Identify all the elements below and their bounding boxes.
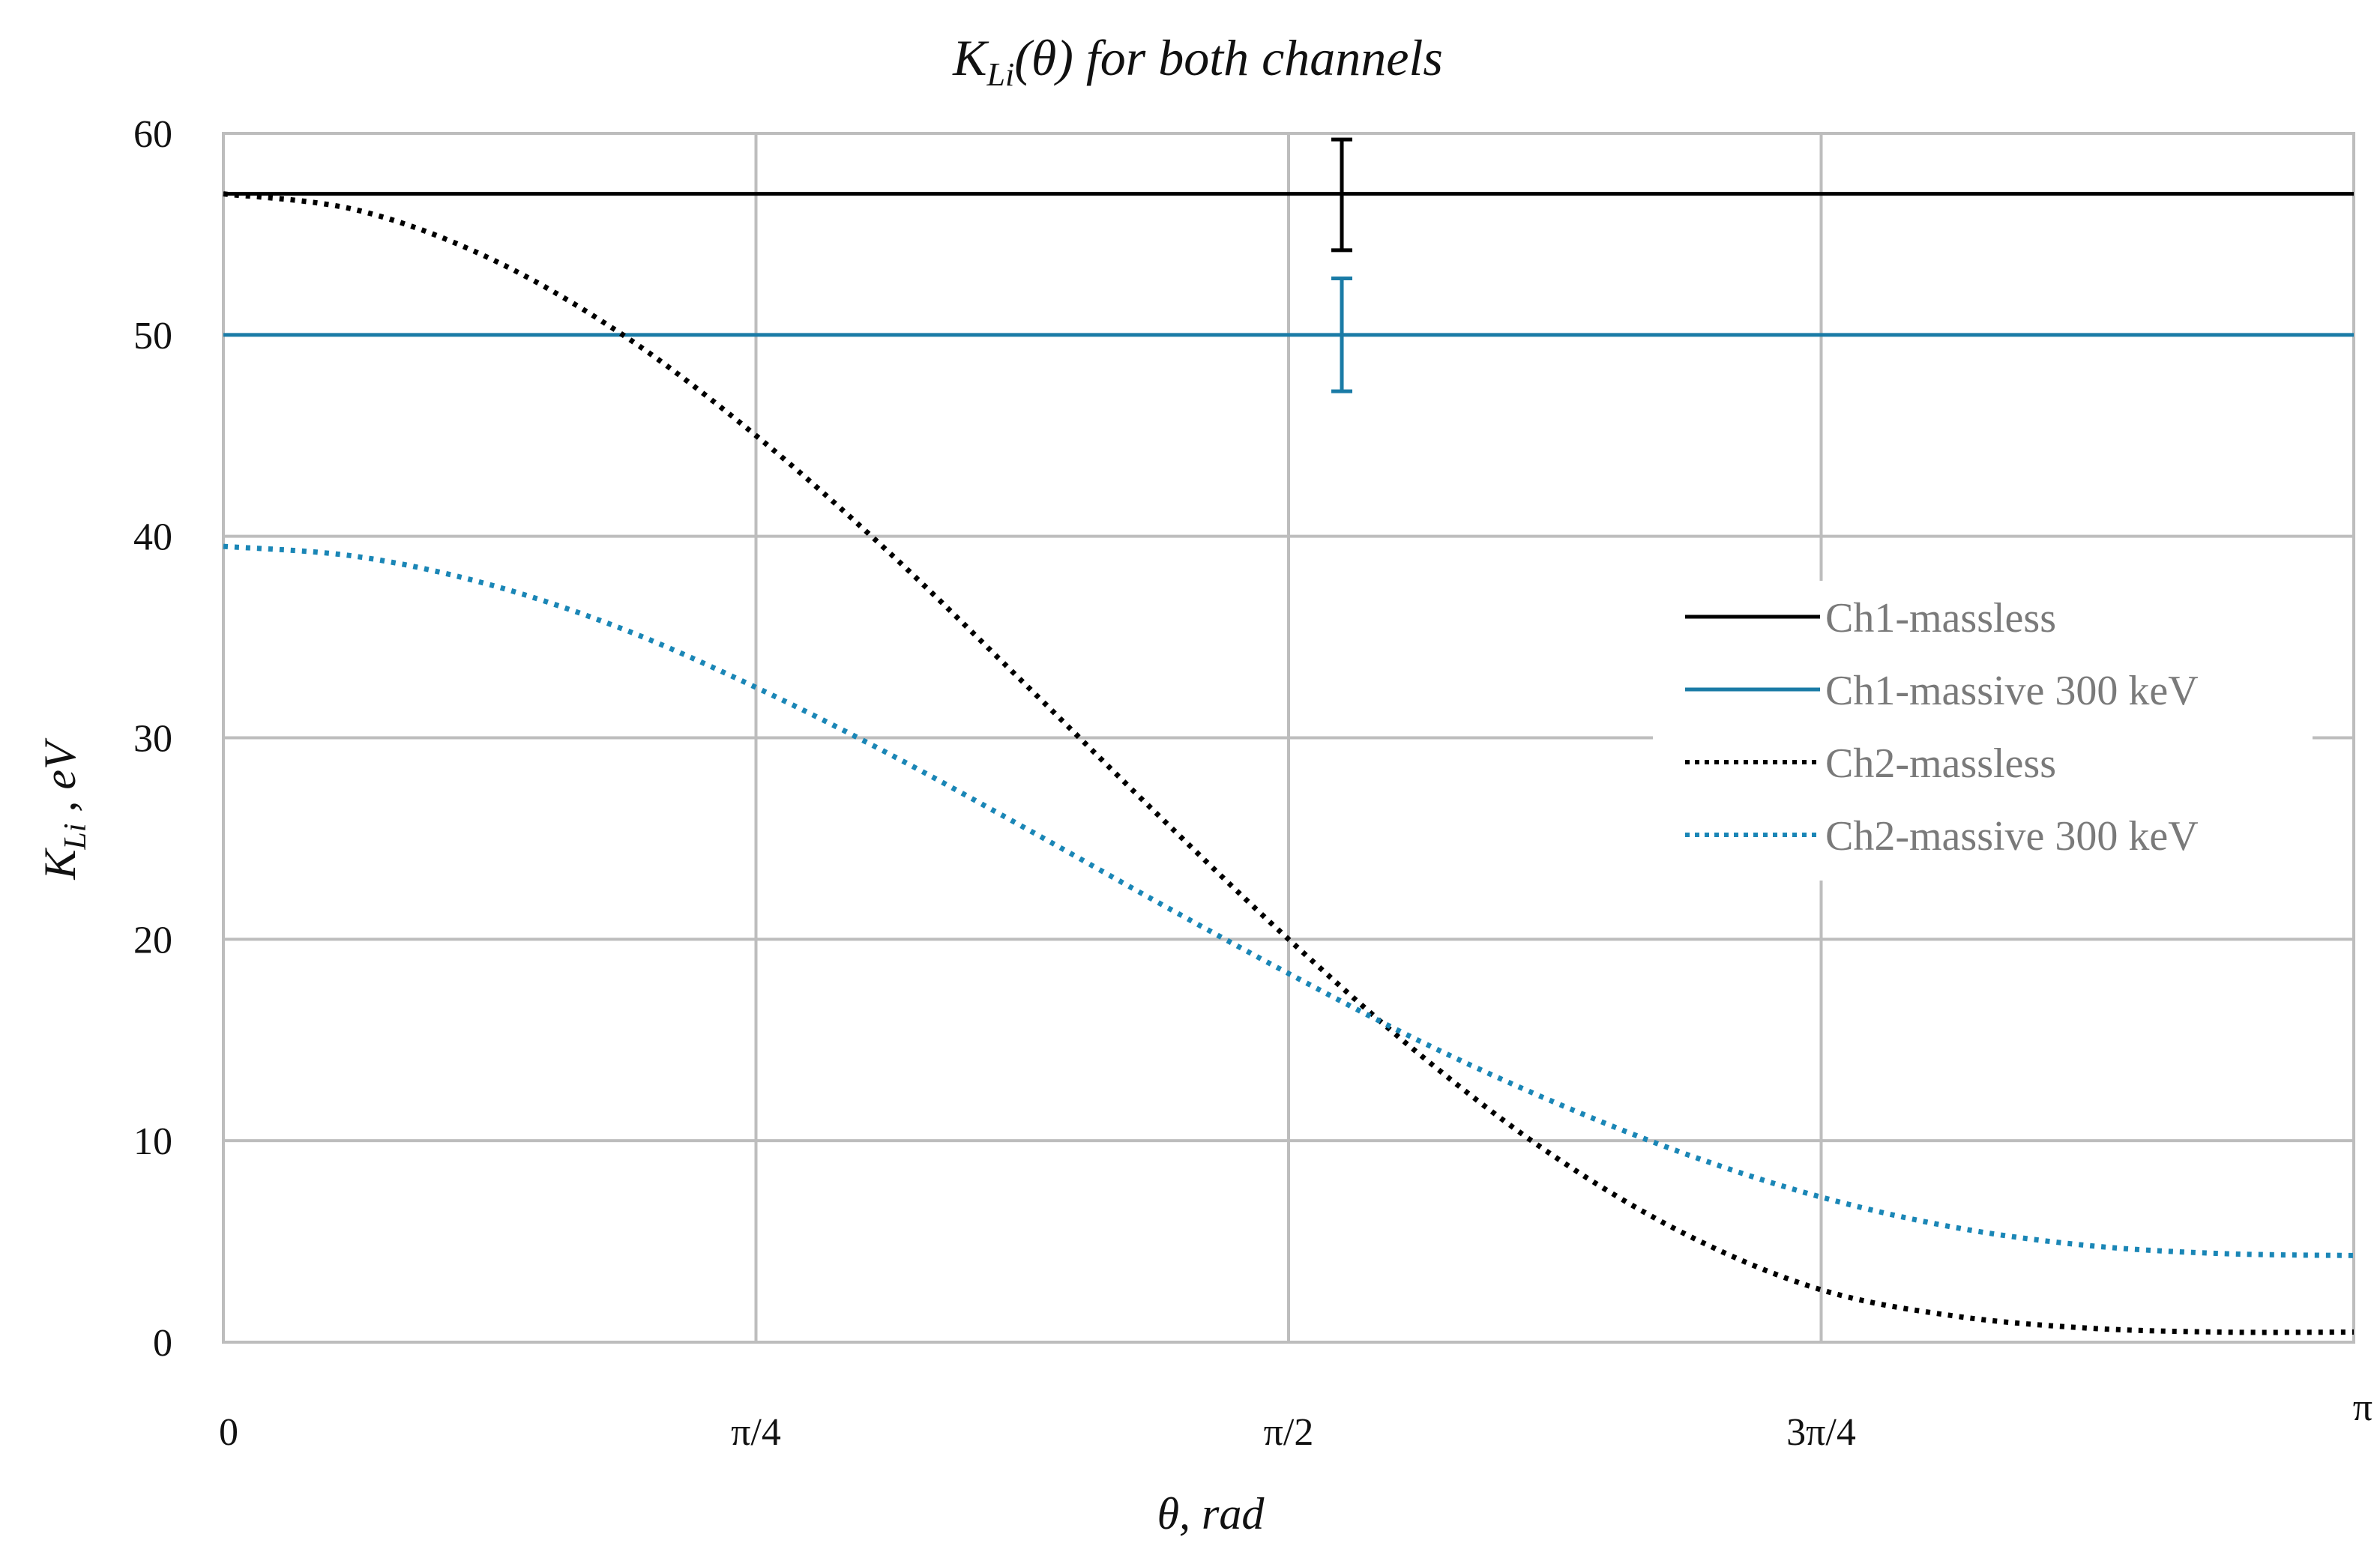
legend-label-ch2-massless: Ch2-massless xyxy=(1825,740,2056,787)
y-tick-label-0: 0 xyxy=(153,1322,172,1365)
series-line-ch2-massive-300-kev xyxy=(223,543,2355,1258)
y-axis-label-rest: , eV xyxy=(35,737,85,824)
x-tick-label-3: 3π/4 xyxy=(1786,1411,1856,1454)
chart-title-rest: (θ) for both channels xyxy=(1014,29,1443,86)
y-tick-label-3: 30 xyxy=(133,718,172,761)
x-axis-label: θ, rad xyxy=(1157,1489,1265,1539)
chart-title-subscript: Li xyxy=(986,56,1014,93)
series-line-ch2-massless xyxy=(223,191,2355,1335)
y-tick-labels: 0 10 20 30 40 50 60 xyxy=(133,113,172,1365)
y-axis-label-main: K xyxy=(35,848,85,881)
series-ch2-massive-300-kev xyxy=(223,543,2355,1258)
legend-item-ch2-massless: Ch2-massless xyxy=(1685,740,2056,787)
legend-background xyxy=(1653,581,2313,881)
x-tick-label-4: π xyxy=(2353,1386,2373,1429)
legend-label-ch2-massive: Ch2-massive 300 keV xyxy=(1825,813,2199,860)
series-layer xyxy=(223,137,2355,1335)
y-tick-label-2: 20 xyxy=(133,919,172,961)
series-ch1-massless xyxy=(223,137,2354,253)
legend-item-ch1-massive: Ch1-massive 300 keV xyxy=(1685,668,2199,714)
legend-item-ch2-massive: Ch2-massive 300 keV xyxy=(1685,813,2199,860)
y-tick-label-1: 10 xyxy=(133,1120,172,1163)
x-tick-label-1: π/4 xyxy=(731,1411,781,1454)
chart-title-main: K xyxy=(952,29,989,86)
legend-item-ch1-massless: Ch1-massless xyxy=(1685,595,2056,641)
legend: Ch1-massless Ch1-massive 300 keV Ch2-mas… xyxy=(1653,581,2313,881)
plot-area-frame xyxy=(222,132,2355,1344)
y-tick-label-5: 50 xyxy=(133,315,172,357)
series-ch1-massive-300-kev xyxy=(223,277,2354,393)
y-tick-label-4: 40 xyxy=(133,516,172,559)
y-axis-label: KLi , eV xyxy=(35,737,93,881)
series-ch2-massless xyxy=(223,191,2355,1335)
error-bar-ch1-massless xyxy=(1331,137,1353,253)
error-bar-ch1-massive-300-kev xyxy=(1331,277,1353,393)
y-tick-label-6: 60 xyxy=(133,113,172,156)
x-tick-label-2: π/2 xyxy=(1264,1411,1314,1454)
x-tick-labels: 0 π/4 π/2 3π/4 π xyxy=(219,1386,2373,1454)
x-tick-label-0: 0 xyxy=(219,1411,238,1454)
y-axis-label-subscript: Li xyxy=(58,824,93,851)
legend-label-ch1-massless: Ch1-massless xyxy=(1825,595,2056,641)
legend-label-ch1-massive: Ch1-massive 300 keV xyxy=(1825,668,2199,714)
chart-title: KLi(θ) for both channels xyxy=(952,29,1443,93)
